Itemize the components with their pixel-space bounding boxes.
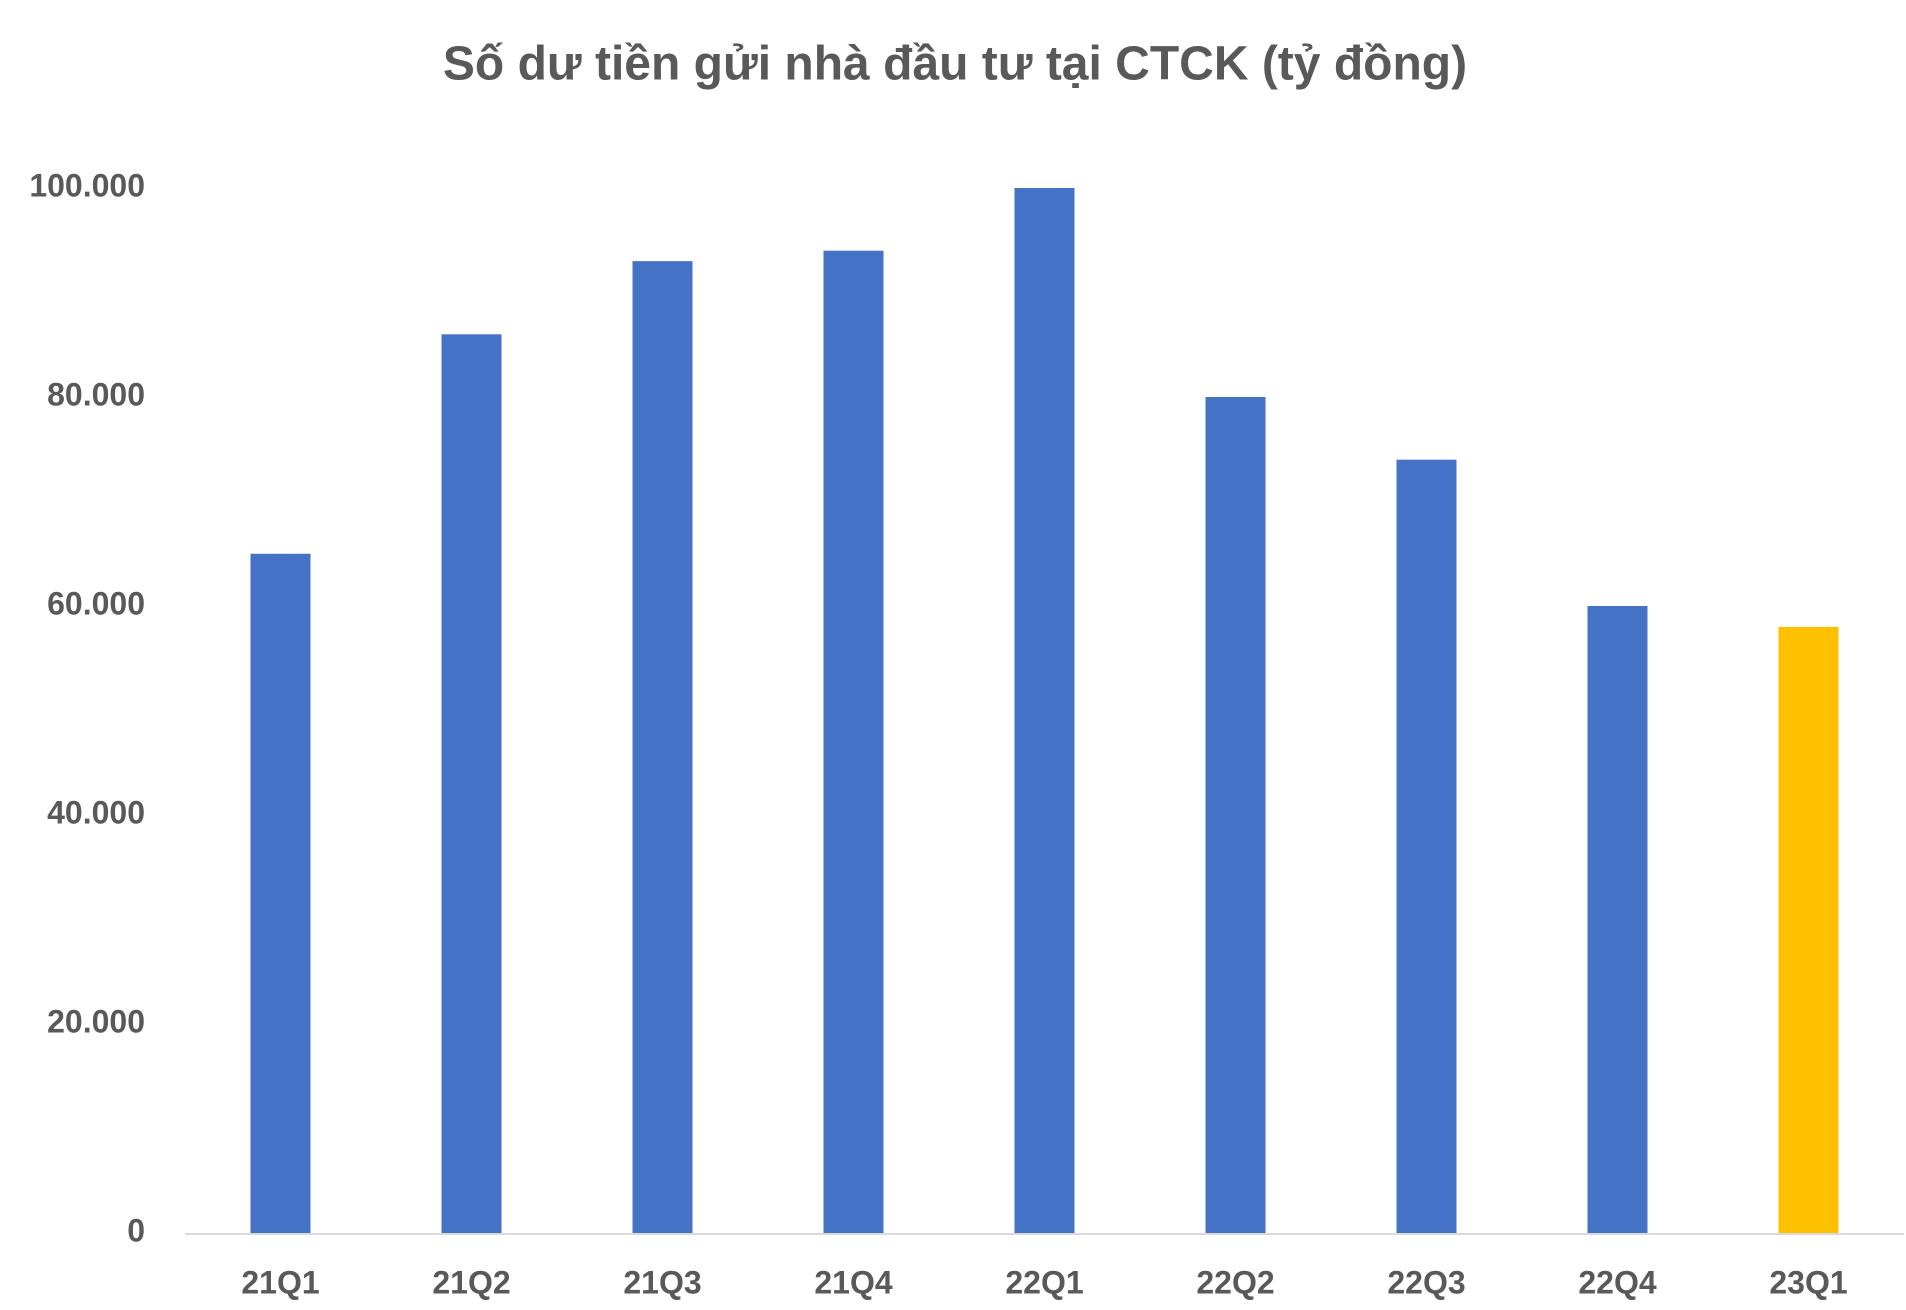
x-tick-label: 22Q2 <box>1196 1264 1274 1300</box>
y-tick-label: 40.000 <box>47 794 145 830</box>
bar <box>632 261 693 1233</box>
bar <box>1205 397 1266 1233</box>
y-tick-label: 100.000 <box>29 167 145 203</box>
x-tick-label: 21Q1 <box>241 1264 319 1300</box>
y-tick-label: 60.000 <box>47 585 145 621</box>
bar <box>1587 606 1648 1233</box>
x-tick-label: 22Q4 <box>1578 1264 1656 1300</box>
x-tick-label: 21Q2 <box>432 1264 510 1300</box>
bar <box>1014 188 1075 1233</box>
bar <box>823 250 884 1233</box>
y-tick-label: 0 <box>127 1212 145 1248</box>
x-tick-label: 22Q1 <box>1005 1264 1083 1300</box>
y-tick-label: 20.000 <box>47 1003 145 1039</box>
bar <box>250 553 311 1233</box>
chart-title: Số dư tiền gửi nhà đầu tư tại CTCK (tỷ đ… <box>443 38 1467 91</box>
x-tick-label: 21Q3 <box>623 1264 701 1300</box>
bar <box>441 334 502 1233</box>
y-tick-label: 80.000 <box>47 376 145 412</box>
bar <box>1396 459 1457 1233</box>
x-tick-label: 22Q3 <box>1387 1264 1465 1300</box>
x-tick-label: 23Q1 <box>1769 1264 1847 1300</box>
bar <box>1778 626 1839 1233</box>
x-tick-label: 21Q4 <box>814 1264 892 1300</box>
